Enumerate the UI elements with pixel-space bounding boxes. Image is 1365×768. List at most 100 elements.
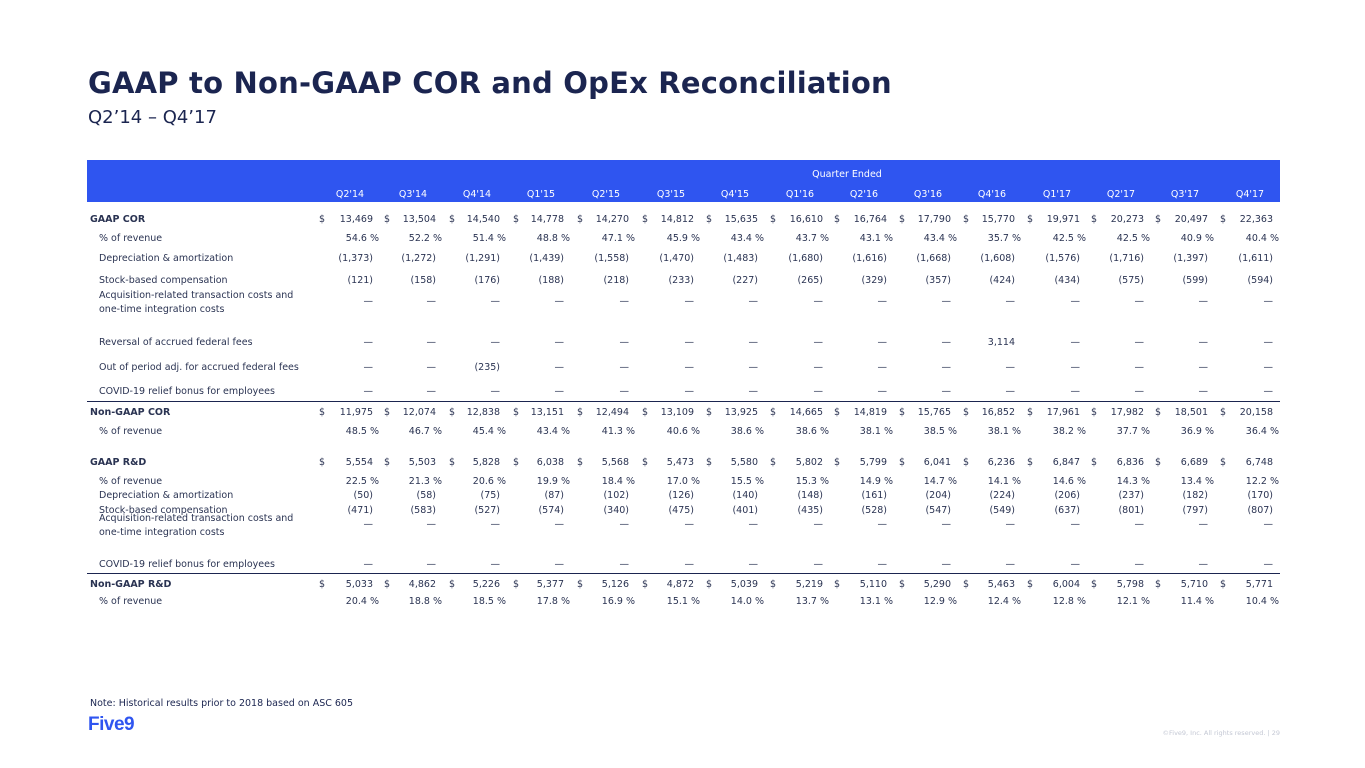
currency-symbol: $ [770, 579, 777, 590]
currency-symbol: $ [384, 214, 391, 225]
table-cell: 16,610 [789, 214, 823, 225]
table-cell: 17,961 [1046, 407, 1080, 418]
table-cell: — [813, 386, 824, 397]
table-cell: (1,611) [1238, 253, 1273, 264]
row-label: Non-GAAP R&D [90, 579, 172, 590]
row-label: % of revenue [99, 426, 163, 437]
table-cell: 12.9 % [923, 596, 957, 607]
table-cell: — [748, 559, 759, 570]
table-cell: 6,847 [1052, 457, 1080, 468]
table-cell: 3,114 [987, 337, 1015, 348]
table-cell: 38.5 % [923, 426, 957, 437]
currency-symbol: $ [834, 579, 841, 590]
table-cell: — [1070, 337, 1081, 348]
table-cell: 51.4 % [472, 233, 506, 244]
table-cell: — [426, 386, 437, 397]
table-cell: (218) [603, 275, 629, 286]
table-cell: — [941, 362, 952, 373]
currency-symbol: $ [834, 457, 841, 468]
table-cell: 10.4 % [1245, 596, 1279, 607]
table-cell: 38.6 % [730, 426, 764, 437]
table-cell: — [1134, 559, 1145, 570]
row-label: Non-GAAP COR [90, 407, 171, 418]
table-cell: 13,469 [339, 214, 373, 225]
table-cell: 40.9 % [1180, 233, 1214, 244]
row-label: GAAP COR [90, 214, 146, 225]
quarter-header: Q2'17 [1106, 189, 1136, 200]
table-cell: 5,377 [536, 579, 564, 590]
table-cell: 13,151 [530, 407, 564, 418]
table-cell: 18,501 [1174, 407, 1208, 418]
table-cell: 46.7 % [408, 426, 442, 437]
table-cell: 48.8 % [536, 233, 570, 244]
table-cell: — [1134, 337, 1145, 348]
table-cell: — [1198, 296, 1209, 307]
table-cell: (58) [416, 490, 436, 501]
currency-symbol: $ [899, 407, 906, 418]
table-cell: 14,665 [789, 407, 823, 418]
quarter-header: Q2'16 [849, 189, 879, 200]
table-cell: (75) [480, 490, 500, 501]
table-cell: — [1070, 559, 1081, 570]
table-cell: (140) [732, 490, 758, 501]
currency-symbol: $ [1027, 407, 1034, 418]
quarter-header: Q3'15 [656, 189, 686, 200]
table-cell: — [684, 337, 695, 348]
table-cell: — [1134, 519, 1145, 530]
table-cell: (1,716) [1109, 253, 1144, 264]
subtotal-divider [87, 573, 1280, 574]
table-cell: — [1263, 386, 1274, 397]
currency-symbol: $ [963, 579, 970, 590]
table-cell: (527) [474, 505, 500, 516]
table-cell: 5,802 [795, 457, 823, 468]
table-cell: — [554, 386, 565, 397]
table-cell: 38.1 % [987, 426, 1021, 437]
table-cell: 22,363 [1239, 214, 1273, 225]
table-cell: — [748, 362, 759, 373]
table-cell: 20.4 % [345, 596, 379, 607]
table-cell: (807) [1247, 505, 1273, 516]
table-cell: 5,580 [730, 457, 758, 468]
table-cell: (1,576) [1045, 253, 1080, 264]
table-cell: — [684, 362, 695, 373]
table-cell: 38.2 % [1052, 426, 1086, 437]
table-cell: 20,273 [1110, 214, 1144, 225]
table-cell: (583) [410, 505, 436, 516]
table-cell: 38.6 % [795, 426, 829, 437]
currency-symbol: $ [513, 407, 520, 418]
quarter-header: Q3'16 [913, 189, 943, 200]
table-cell: 45.4 % [472, 426, 506, 437]
table-cell: 15,765 [917, 407, 951, 418]
table-cell: 5,828 [472, 457, 500, 468]
currency-symbol: $ [834, 407, 841, 418]
group-header: Quarter Ended [812, 169, 882, 180]
table-cell: — [684, 296, 695, 307]
table-cell: 16,764 [853, 214, 887, 225]
currency-symbol: $ [577, 457, 584, 468]
table-cell: 48.5 % [345, 426, 379, 437]
table-cell: (401) [732, 505, 758, 516]
row-label: % of revenue [99, 233, 163, 244]
table-cell: 5,226 [472, 579, 500, 590]
table-cell: — [1198, 519, 1209, 530]
table-cell: 17.8 % [536, 596, 570, 607]
currency-symbol: $ [513, 579, 520, 590]
table-cell: 18.8 % [408, 596, 442, 607]
table-cell: 13.7 % [795, 596, 829, 607]
table-cell: — [554, 337, 565, 348]
table-cell: 13.1 % [859, 596, 893, 607]
table-cell: — [1263, 296, 1274, 307]
currency-symbol: $ [1155, 214, 1162, 225]
table-cell: 15,770 [981, 214, 1015, 225]
table-cell: — [877, 362, 888, 373]
table-cell: (1,397) [1173, 253, 1208, 264]
table-cell: — [363, 337, 374, 348]
footnote: Note: Historical results prior to 2018 b… [90, 698, 354, 709]
table-cell: 52.2 % [408, 233, 442, 244]
quarter-header: Q2'14 [335, 189, 365, 200]
table-cell: — [1005, 386, 1016, 397]
table-cell: — [1005, 296, 1016, 307]
currency-symbol: $ [1027, 579, 1034, 590]
currency-symbol: $ [963, 214, 970, 225]
table-cell: 13.4 % [1180, 476, 1214, 487]
